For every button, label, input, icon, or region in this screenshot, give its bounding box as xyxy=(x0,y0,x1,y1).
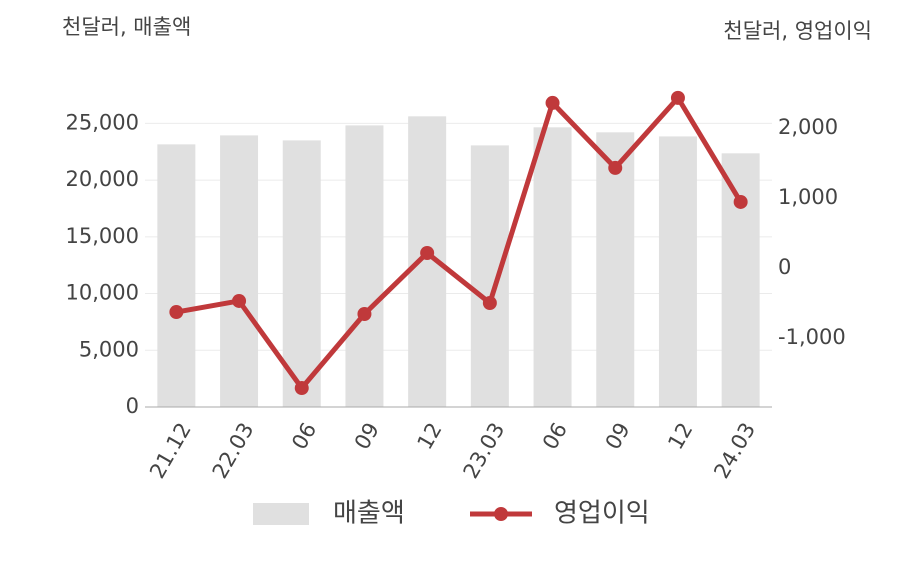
bar xyxy=(470,145,509,407)
x-tick-label: 24.03 xyxy=(709,419,760,483)
y-tick-label: 0 xyxy=(126,394,139,418)
point xyxy=(608,160,623,175)
y2-tick-label: 0 xyxy=(778,255,791,279)
x-tick-label: 12 xyxy=(413,419,447,454)
point xyxy=(670,90,685,105)
y-tick-label: 5,000 xyxy=(79,337,139,361)
x-tick-label: 22.03 xyxy=(208,419,259,483)
bar xyxy=(658,136,697,408)
x-tick-label: 12 xyxy=(663,419,697,454)
point xyxy=(357,306,372,321)
x-tick-label: 06 xyxy=(538,419,572,454)
y-tick-label: 20,000 xyxy=(66,167,139,191)
y-tick-label: 15,000 xyxy=(66,224,139,248)
y-tick-label: 10,000 xyxy=(66,281,139,305)
point xyxy=(169,305,184,320)
bar xyxy=(533,127,572,408)
x-tick-label: 06 xyxy=(287,419,321,454)
legend-label: 영업이익 xyxy=(554,499,650,529)
bar xyxy=(282,140,321,407)
bar xyxy=(721,153,760,407)
point xyxy=(232,293,247,308)
legend-swatch xyxy=(494,507,508,521)
bar xyxy=(220,135,259,407)
y2-tick-label: 2,000 xyxy=(778,115,838,139)
line xyxy=(175,95,743,391)
point xyxy=(482,296,497,310)
bar xyxy=(345,125,384,407)
legend-label: 매출액 xyxy=(333,499,405,529)
bar xyxy=(596,132,635,407)
bar xyxy=(157,144,196,407)
x-tick-label: 21.12 xyxy=(145,419,196,483)
point xyxy=(420,245,435,260)
y-tick-label: 25,000 xyxy=(66,110,139,134)
right-unit: 천달러, 영업이익 xyxy=(723,19,872,43)
point xyxy=(294,381,309,396)
x-tick-label: 09 xyxy=(350,419,384,454)
x-tick-label: 23.03 xyxy=(459,418,510,482)
y2-tick-label: -1,000 xyxy=(778,325,846,349)
x-tick-label: 09 xyxy=(601,419,635,454)
left-unit: 천달러, 매출액 xyxy=(62,15,191,39)
point xyxy=(733,194,748,209)
y2-tick-label: 1,000 xyxy=(778,185,838,209)
point xyxy=(545,95,560,110)
legend-swatch xyxy=(253,503,309,525)
